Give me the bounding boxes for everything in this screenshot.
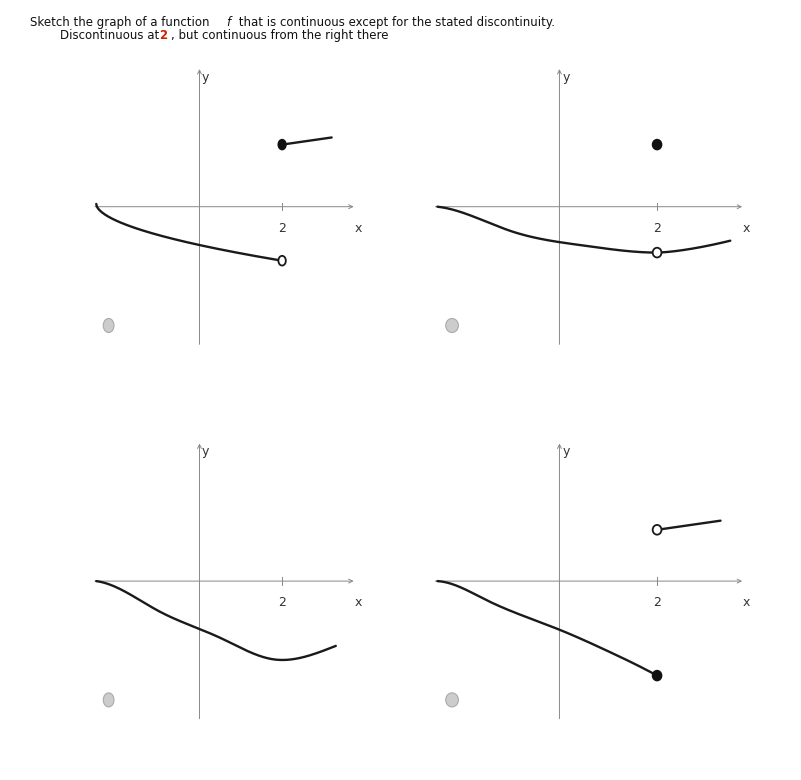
Text: that is continuous except for the stated discontinuity.: that is continuous except for the stated… — [235, 16, 555, 29]
Text: , but continuous from the right there: , but continuous from the right there — [171, 29, 388, 42]
Text: 2: 2 — [278, 222, 286, 235]
Text: x: x — [354, 222, 362, 235]
Circle shape — [279, 256, 286, 265]
Circle shape — [653, 248, 662, 257]
Circle shape — [653, 525, 662, 534]
Circle shape — [103, 693, 114, 707]
Text: 2: 2 — [278, 596, 286, 609]
Text: Sketch the graph of a function: Sketch the graph of a function — [30, 16, 214, 29]
Text: y: y — [563, 445, 570, 458]
Circle shape — [445, 318, 458, 332]
Text: y: y — [202, 445, 209, 458]
Circle shape — [653, 671, 662, 680]
Circle shape — [653, 140, 662, 150]
Text: y: y — [202, 71, 209, 83]
Text: x: x — [743, 596, 750, 609]
Text: 2: 2 — [159, 29, 167, 42]
Text: x: x — [743, 222, 750, 235]
Text: f: f — [227, 16, 231, 29]
Circle shape — [103, 318, 114, 332]
Text: 2: 2 — [653, 222, 661, 235]
Text: Discontinuous at: Discontinuous at — [60, 29, 163, 42]
Text: 2: 2 — [653, 596, 661, 609]
Circle shape — [279, 140, 286, 150]
Text: x: x — [354, 596, 362, 609]
Text: y: y — [563, 71, 570, 83]
Circle shape — [445, 693, 458, 707]
